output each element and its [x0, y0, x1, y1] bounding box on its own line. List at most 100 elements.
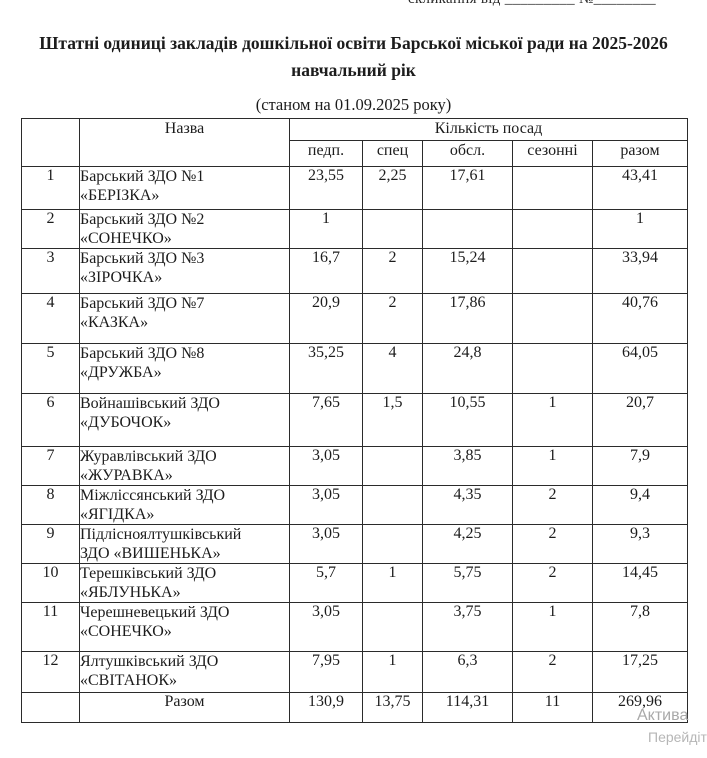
pedp-value: 5,7	[289, 563, 363, 603]
institution-name-line2: «ЯБЛУНЬКА»	[80, 584, 181, 601]
institution-name-cell: Барський ЗДО №8 «ДРУЖБА»	[79, 343, 290, 394]
spec-value: 4	[362, 343, 423, 394]
table-row: 12 Ялтушківський ЗДО «СВІТАНОК» 7,95 1 6…	[21, 651, 688, 693]
row-number: 11	[21, 602, 80, 652]
total-obsl-value: 114,31	[422, 692, 513, 723]
institution-name-line1: Черешневецький ЗДО	[80, 604, 230, 621]
institution-name-line2: «КАЗКА»	[80, 314, 149, 331]
razom-value: 17,25	[592, 651, 688, 693]
pedp-value: 3,05	[289, 446, 363, 486]
row-number: 6	[21, 393, 80, 447]
institution-name-line2: «ЗІРОЧКА»	[80, 269, 163, 286]
col-header-pedp: педп.	[289, 140, 363, 167]
row-number: 10	[21, 563, 80, 603]
spec-value: 1,5	[362, 393, 423, 447]
positions-group-header: Кількість посад	[289, 118, 688, 141]
razom-value: 7,9	[592, 446, 688, 486]
institution-name-line2: «ЯГІДКА»	[80, 506, 155, 523]
institution-name-cell: Барський ЗДО №7 «КАЗКА»	[79, 293, 290, 344]
institution-name-line2: «СОНЕЧКО»	[80, 230, 172, 247]
obsl-value: 3,75	[422, 602, 513, 652]
table-header-row-1: Назва Кількість посад	[21, 118, 688, 167]
institution-name-line2: «ЖУРАВКА»	[80, 467, 173, 484]
table-row: 1 Барський ЗДО №1 «БЕРІЗКА» 23,55 2,25 1…	[21, 166, 688, 210]
table-row: 3 Барський ЗДО №3 «ЗІРОЧКА» 16,7 2 15,24…	[21, 248, 688, 294]
sezonni-value	[512, 293, 593, 344]
institution-name-line1: Барський ЗДО №8	[80, 345, 205, 362]
sezonni-value: 2	[512, 485, 593, 525]
col-header-razom: разом	[592, 140, 688, 167]
total-spec-value: 13,75	[362, 692, 423, 723]
pedp-value: 20,9	[289, 293, 363, 344]
institution-name-line1: Барський ЗДО №1	[80, 168, 205, 185]
institution-name-cell: Барський ЗДО №1 «БЕРІЗКА»	[79, 166, 290, 210]
pedp-value: 1	[289, 209, 363, 249]
institution-name-line1: Міжліссянський ЗДО	[80, 487, 226, 504]
obsl-value: 24,8	[422, 343, 513, 394]
institution-name-line1: Журавлівський ЗДО	[80, 448, 217, 465]
obsl-value: 17,61	[422, 166, 513, 210]
spec-value	[362, 209, 423, 249]
razom-value: 14,45	[592, 563, 688, 603]
institution-name-cell: Войнашівський ЗДО «ДУБОЧОК»	[79, 393, 290, 447]
table-row: 9 Підлісноялтушківський ЗДО «ВИШЕНЬКА» 3…	[21, 524, 688, 564]
institution-name-line2: «БЕРІЗКА»	[80, 187, 160, 204]
pedp-value: 23,55	[289, 166, 363, 210]
razom-value: 43,41	[592, 166, 688, 210]
sezonni-value: 1	[512, 446, 593, 486]
table-row: 7 Журавлівський ЗДО «ЖУРАВКА» 3,05 3,85 …	[21, 446, 688, 486]
institution-name-cell: Барський ЗДО №2 «СОНЕЧКО»	[79, 209, 290, 249]
total-row-empty-cell	[21, 692, 80, 723]
page-title: Штатні одиниці закладів дошкільної освіт…	[39, 33, 668, 81]
institution-name-cell: Підлісноялтушківський ЗДО «ВИШЕНЬКА»	[79, 524, 290, 564]
row-number: 8	[21, 485, 80, 525]
name-column-header: Назва	[79, 118, 290, 167]
institution-name-cell: Журавлівський ЗДО «ЖУРАВКА»	[79, 446, 290, 486]
total-razom-value: 269,96	[592, 692, 688, 723]
row-number: 4	[21, 293, 80, 344]
col-header-sezonni: сезонні	[512, 140, 593, 167]
razom-value: 9,4	[592, 485, 688, 525]
institution-name-line1: Войнашівський ЗДО	[80, 395, 220, 412]
obsl-value: 17,86	[422, 293, 513, 344]
row-number: 3	[21, 248, 80, 294]
sezonni-value: 2	[512, 524, 593, 564]
table-row: 8 Міжліссянський ЗДО «ЯГІДКА» 3,05 4,35 …	[21, 485, 688, 525]
pedp-value: 7,65	[289, 393, 363, 447]
sezonni-value	[512, 343, 593, 394]
total-pedp-value: 130,9	[289, 692, 363, 723]
table-row: 6 Войнашівський ЗДО «ДУБОЧОК» 7,65 1,5 1…	[21, 393, 688, 447]
sezonni-value: 1	[512, 393, 593, 447]
institution-name-line1: Барський ЗДО №2	[80, 211, 205, 228]
pedp-value: 3,05	[289, 524, 363, 564]
row-number: 1	[21, 166, 80, 210]
page-subtitle: (станом на 01.09.2025 року)	[255, 95, 452, 115]
pedp-value: 35,25	[289, 343, 363, 394]
obsl-value	[422, 209, 513, 249]
razom-value: 1	[592, 209, 688, 249]
total-sezonni-value: 11	[512, 692, 593, 723]
obsl-value: 3,85	[422, 446, 513, 486]
institution-name-cell: Міжліссянський ЗДО «ЯГІДКА»	[79, 485, 290, 525]
obsl-value: 10,55	[422, 393, 513, 447]
table-row: 11 Черешневецький ЗДО «СОНЕЧКО» 3,05 3,7…	[21, 602, 688, 652]
table-header-row-2: педп. спец обсл. сезонні разом	[22, 140, 688, 167]
sezonni-value: 2	[512, 563, 593, 603]
spec-value	[362, 602, 423, 652]
table-row: 10 Терешківський ЗДО «ЯБЛУНЬКА» 5,7 1 5,…	[21, 563, 688, 603]
staffing-table: Назва Кількість посад педп. спец обсл. с…	[21, 118, 688, 723]
col-header-spec: спец	[362, 140, 423, 167]
row-number: 2	[21, 209, 80, 249]
pedp-value: 16,7	[289, 248, 363, 294]
razom-value: 33,94	[592, 248, 688, 294]
institution-name-line2: «ДУБОЧОК»	[80, 414, 172, 431]
row-number: 5	[21, 343, 80, 394]
spec-value: 2	[362, 248, 423, 294]
spec-value	[362, 446, 423, 486]
sezonni-value	[512, 166, 593, 210]
spec-value	[362, 524, 423, 564]
obsl-value: 6,3	[422, 651, 513, 693]
row-number: 7	[21, 446, 80, 486]
razom-value: 64,05	[592, 343, 688, 394]
institution-name-line1: Барський ЗДО №7	[80, 295, 205, 312]
